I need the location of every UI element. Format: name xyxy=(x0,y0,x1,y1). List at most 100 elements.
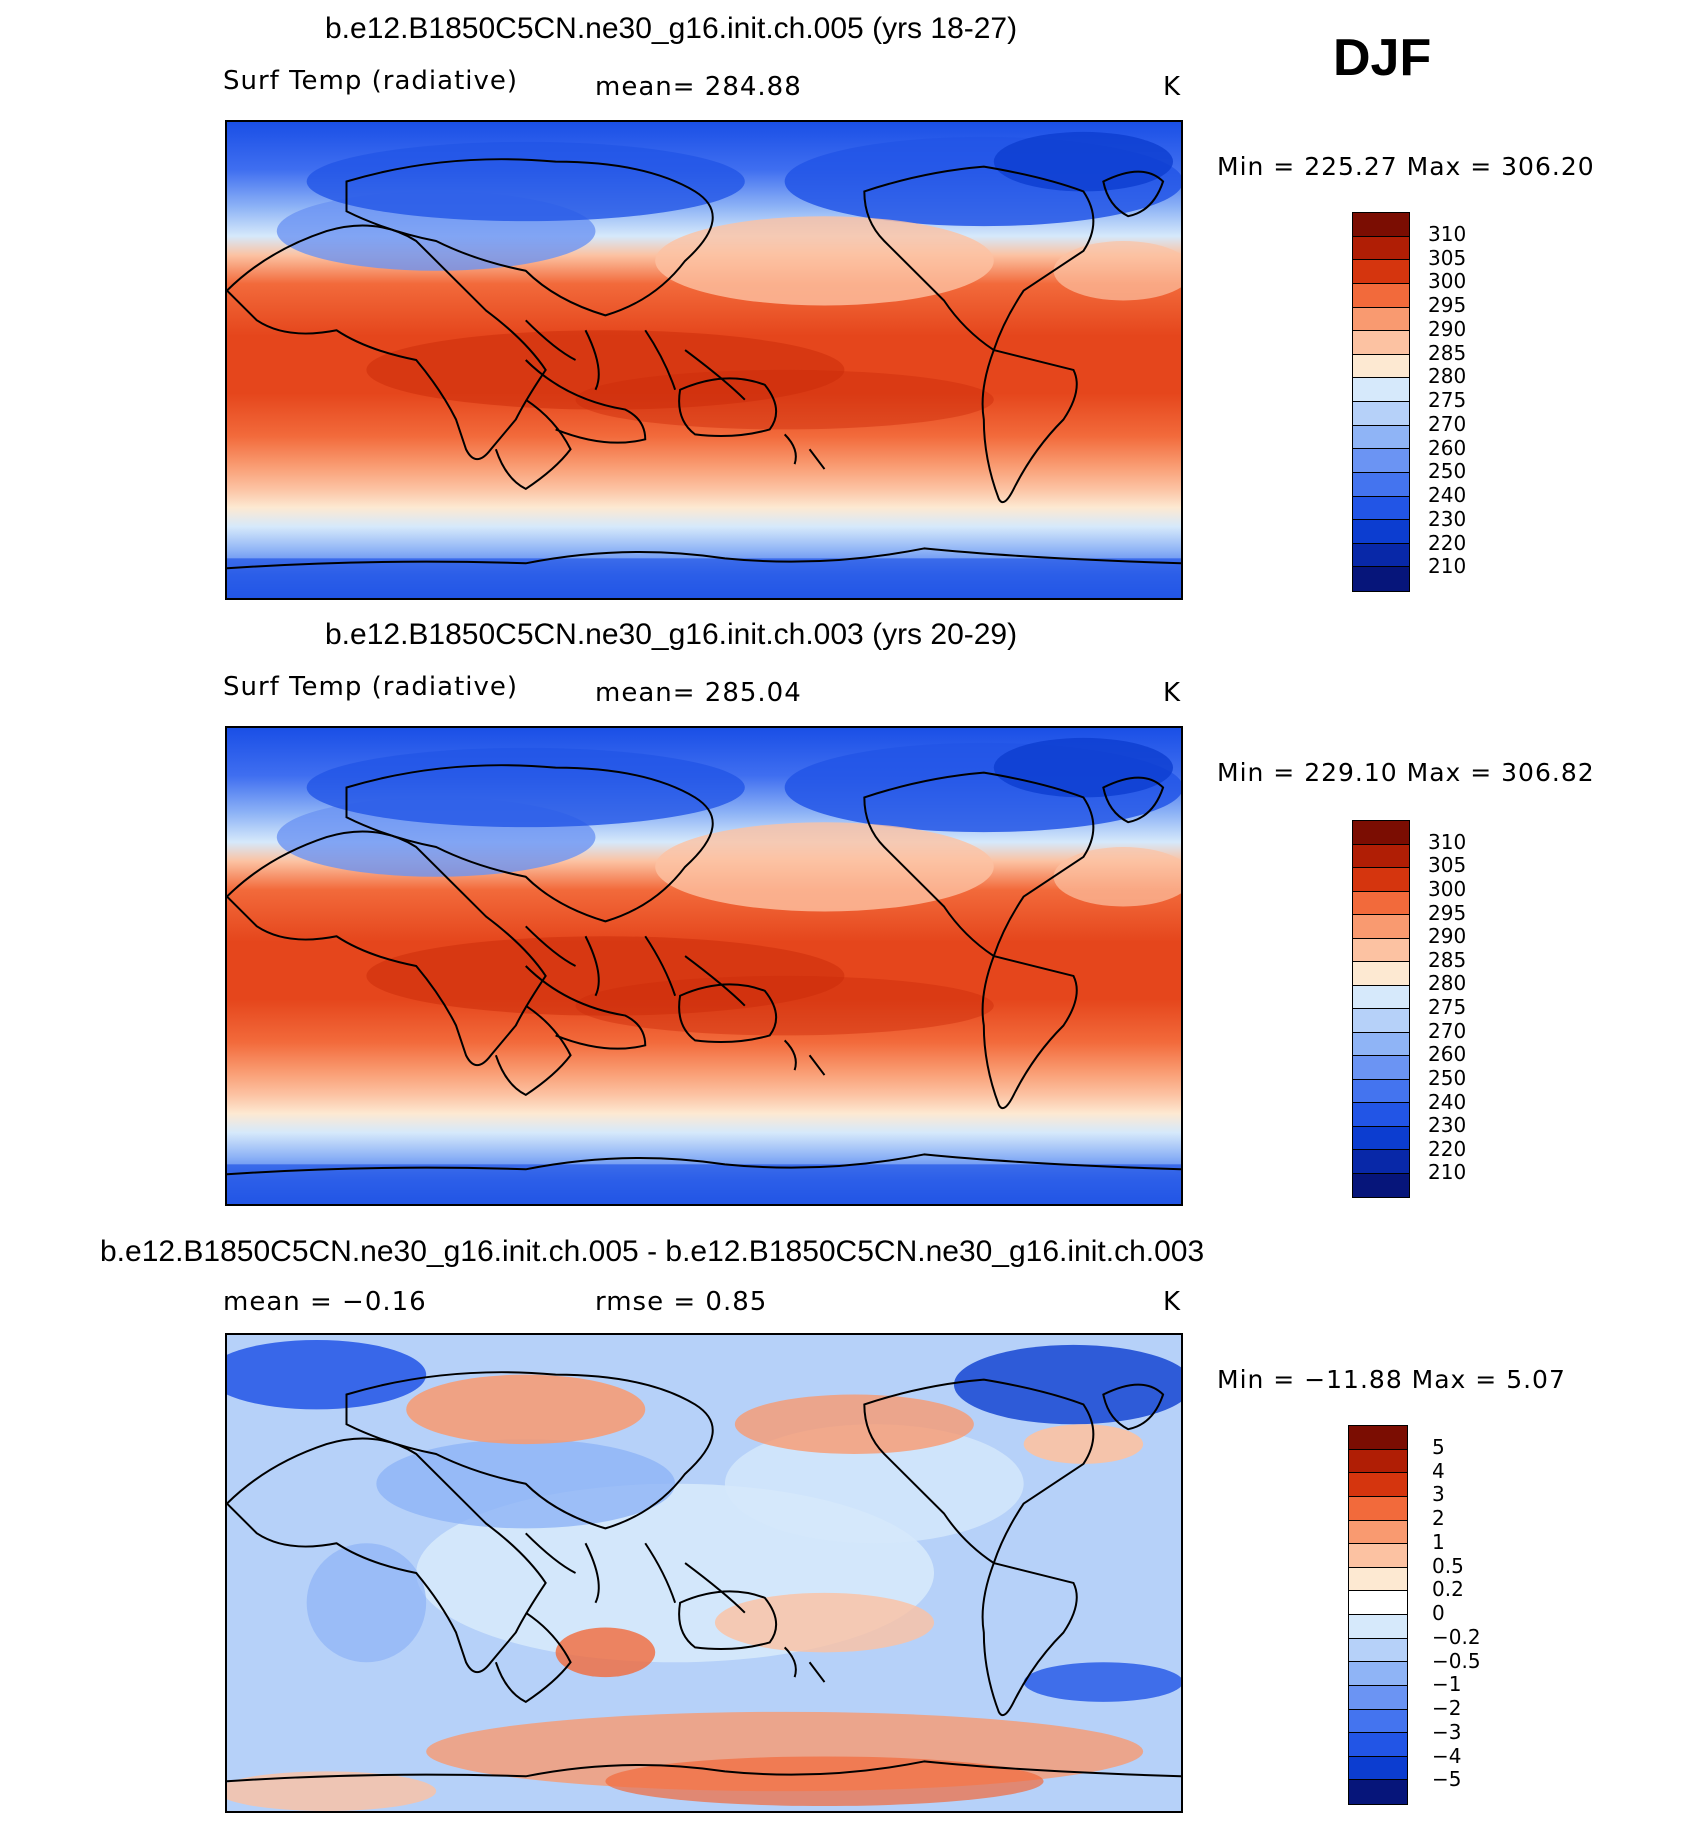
colorbar-tick-label: −0.5 xyxy=(1432,1648,1481,1673)
colorbar-swatch xyxy=(1349,1709,1407,1734)
colorbar-swatch xyxy=(1349,1496,1407,1521)
colorbar-swatch xyxy=(1353,260,1409,284)
colorbar-tick-label: 280 xyxy=(1428,971,1467,996)
colorbar-tick-label: 3 xyxy=(1432,1482,1445,1507)
colorbar-tick-label: 230 xyxy=(1428,1113,1467,1138)
colorbar-swatch xyxy=(1353,543,1409,568)
panel-1-variable-label: Surf Temp (radiative) xyxy=(223,66,519,96)
colorbar-tick-label: 295 xyxy=(1428,293,1467,317)
colorbar-swatch xyxy=(1349,1685,1407,1710)
colorbar-tick-label: 305 xyxy=(1428,853,1467,878)
colorbar-swatch xyxy=(1353,1126,1409,1150)
panel-2-title: b.e12.B1850C5CN.ne30_g16.init.ch.003 (yr… xyxy=(325,618,1018,651)
panel-2-minmax: Min = 229.10 Max = 306.82 xyxy=(1217,758,1595,787)
colorbar-tick-label: 285 xyxy=(1428,340,1467,365)
colorbar-swatch xyxy=(1353,844,1409,868)
colorbar-swatch xyxy=(1353,821,1409,845)
panel-2-variable-label: Surf Temp (radiative) xyxy=(223,672,519,702)
colorbar-swatch xyxy=(1349,1615,1407,1639)
colorbar-tick-label: −3 xyxy=(1432,1719,1462,1744)
colorbar-tick-label: 0 xyxy=(1432,1601,1445,1625)
panel-2-map xyxy=(225,726,1183,1206)
panel-3-map xyxy=(225,1333,1183,1813)
panel-2-map-graphic xyxy=(227,728,1181,1204)
colorbar-swatch xyxy=(1353,331,1409,355)
panel-3-rmse-label: rmse = 0.85 xyxy=(595,1287,768,1317)
colorbar-tick-label: 290 xyxy=(1428,924,1467,949)
colorbar-swatch xyxy=(1353,378,1409,402)
colorbar-swatch xyxy=(1353,1150,1409,1174)
panel-1-units: K xyxy=(1163,72,1182,102)
colorbar-swatch xyxy=(1353,354,1409,379)
colorbar-swatch xyxy=(1353,567,1409,591)
colorbar-swatch xyxy=(1353,1032,1409,1056)
colorbar-tick-label: 285 xyxy=(1428,947,1467,972)
colorbar-swatch xyxy=(1349,1780,1407,1804)
colorbar-swatch xyxy=(1353,938,1409,962)
colorbar-swatch xyxy=(1353,962,1409,986)
colorbar-swatch xyxy=(1349,1638,1407,1663)
colorbar-tick-label: 280 xyxy=(1428,364,1467,389)
colorbar-tick-label: 290 xyxy=(1428,316,1467,341)
colorbar-swatch xyxy=(1349,1449,1407,1474)
colorbar-swatch xyxy=(1349,1473,1407,1497)
colorbar-tick-label: −5 xyxy=(1432,1767,1462,1792)
colorbar-swatch xyxy=(1349,1662,1407,1686)
panel-1-mean-label: mean= 284.88 xyxy=(595,72,802,102)
colorbar-swatch xyxy=(1349,1426,1407,1450)
colorbar-swatch xyxy=(1353,402,1409,426)
colorbar-swatch xyxy=(1349,1733,1407,1757)
colorbar-swatch xyxy=(1353,520,1409,544)
panel-3-colorbar xyxy=(1348,1425,1408,1805)
colorbar-swatch xyxy=(1353,213,1409,237)
panel-1-map-graphic xyxy=(227,122,1181,598)
colorbar-tick-label: 260 xyxy=(1428,1042,1467,1067)
colorbar-swatch xyxy=(1349,1756,1407,1781)
colorbar-tick-label: 310 xyxy=(1428,221,1467,246)
colorbar-swatch xyxy=(1353,891,1409,915)
colorbar-tick-label: 270 xyxy=(1428,1018,1467,1043)
colorbar-tick-label: 4 xyxy=(1432,1458,1445,1483)
colorbar-tick-label: 295 xyxy=(1428,900,1467,925)
colorbar-swatch xyxy=(1349,1567,1407,1592)
colorbar-tick-label: 250 xyxy=(1428,459,1467,484)
colorbar-swatch xyxy=(1353,236,1409,261)
colorbar-tick-label: 210 xyxy=(1428,1160,1467,1185)
panel-3-title: b.e12.B1850C5CN.ne30_g16.init.ch.005 - b… xyxy=(100,1235,1205,1268)
colorbar-tick-label: −1 xyxy=(1432,1672,1462,1697)
colorbar-tick-label: 305 xyxy=(1428,245,1467,270)
panel-2-colorbar xyxy=(1352,820,1410,1198)
colorbar-tick-label: 260 xyxy=(1428,435,1467,460)
colorbar-swatch xyxy=(1353,1009,1409,1033)
colorbar-tick-label: 230 xyxy=(1428,506,1467,531)
colorbar-swatch xyxy=(1349,1520,1407,1545)
colorbar-swatch xyxy=(1353,1056,1409,1080)
colorbar-tick-label: 220 xyxy=(1428,530,1467,555)
colorbar-tick-label: 210 xyxy=(1428,554,1467,579)
colorbar-swatch xyxy=(1353,915,1409,939)
colorbar-tick-label: 310 xyxy=(1428,829,1467,854)
panel-3-units: K xyxy=(1163,1287,1182,1317)
panel-1-minmax: Min = 225.27 Max = 306.20 xyxy=(1217,152,1595,181)
season-label: DJF xyxy=(1333,29,1432,87)
colorbar-swatch xyxy=(1349,1544,1407,1568)
panel-3-minmax: Min = −11.88 Max = 5.07 xyxy=(1217,1365,1566,1394)
colorbar-swatch xyxy=(1349,1591,1407,1615)
colorbar-swatch xyxy=(1353,868,1409,892)
panel-2-units: K xyxy=(1163,678,1182,708)
colorbar-swatch xyxy=(1353,425,1409,450)
colorbar-tick-label: 270 xyxy=(1428,411,1467,436)
colorbar-tick-label: 240 xyxy=(1428,1089,1467,1114)
colorbar-swatch xyxy=(1353,449,1409,473)
colorbar-swatch xyxy=(1353,1079,1409,1103)
panel-2-mean-label: mean= 285.04 xyxy=(595,678,802,708)
panel-1-title: b.e12.B1850C5CN.ne30_g16.init.ch.005 (yr… xyxy=(325,12,1018,45)
panel-3-map-graphic xyxy=(227,1335,1181,1811)
colorbar-tick-label: −2 xyxy=(1432,1696,1462,1720)
colorbar-tick-label: −4 xyxy=(1432,1743,1462,1768)
colorbar-swatch xyxy=(1353,1173,1409,1197)
colorbar-tick-label: 300 xyxy=(1428,269,1467,294)
colorbar-swatch xyxy=(1353,985,1409,1009)
colorbar-tick-label: 300 xyxy=(1428,876,1467,901)
colorbar-tick-label: 275 xyxy=(1428,388,1467,412)
